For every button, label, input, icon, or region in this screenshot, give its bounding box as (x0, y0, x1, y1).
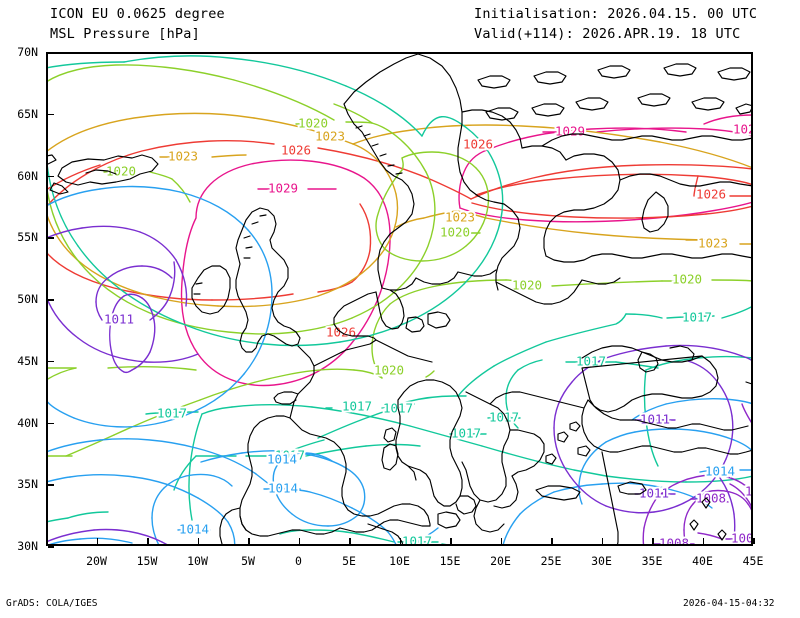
lon-tick-mark (450, 538, 452, 544)
lon-tick-mark (147, 538, 149, 544)
initialisation-label: Initialisation: 2026.04.15. 00 UTC (474, 6, 758, 22)
contour-label-1008: 1008 (731, 531, 753, 546)
contour-label-1020: 1020 (374, 363, 404, 378)
contour-label-1017: 1017 (157, 406, 187, 421)
contour-label-1029: 1029 (733, 122, 753, 137)
lat-tick-mark (48, 52, 54, 54)
lon-tick-label-40E: 40E (692, 554, 713, 568)
lat-tick-mark (48, 484, 54, 486)
contour-value-labels: 1020102010231023102610291029102910261026… (102, 114, 753, 547)
lon-tick-mark (652, 538, 654, 544)
lon-tick-mark (349, 538, 351, 544)
lon-tick-label-35E: 35E (641, 554, 663, 568)
lon-tick-mark (96, 538, 98, 544)
contour-1026 (46, 140, 753, 301)
contour-label-1026: 1026 (281, 143, 311, 158)
field-title: MSL Pressure [hPa] (50, 26, 200, 42)
contour-label-1014: 1014 (705, 464, 735, 479)
lat-tick-mark (48, 113, 54, 116)
lon-tick-label-5W: 5W (241, 554, 255, 568)
lon-tick-mark (248, 538, 250, 544)
lat-tick-mark (48, 299, 54, 301)
contour-label-1014: 1014 (267, 452, 297, 467)
lon-tick-mark (551, 538, 553, 544)
contour-label-1026: 1026 (463, 137, 493, 152)
lon-tick-mark (753, 538, 755, 544)
lon-tick-mark (500, 538, 502, 544)
contour-label-1017: 1017 (402, 534, 432, 547)
contour-label-1008: 1008 (659, 536, 689, 547)
lon-tick-label-5E: 5E (342, 554, 356, 568)
lon-tick-mark (702, 538, 704, 544)
model-title: ICON EU 0.0625 degree (50, 6, 225, 22)
pressure-contour-lines: 1020102010231023102610291029102910261026… (46, 55, 753, 547)
contour-1011 (46, 225, 753, 546)
contour-label-1017: 1017 (275, 448, 305, 463)
contour-label-1017: 1017 (682, 310, 712, 325)
lat-tick-label-35N: 35N (17, 477, 38, 492)
contour-plot-area: 1020102010231023102610291029102910261026… (46, 52, 753, 546)
contour-1020 (46, 64, 753, 457)
lat-tick-mark (48, 422, 54, 424)
contour-label-1017: 1017 (489, 410, 519, 425)
lat-tick-mark (48, 546, 54, 548)
contour-label-1020: 1020 (672, 272, 702, 287)
lon-tick-label-10W: 10W (187, 554, 208, 568)
contour-label-1017: 1017 (451, 426, 481, 441)
lat-tick-label-40N: 40N (17, 415, 38, 430)
lon-tick-label-25E: 25E (540, 554, 562, 568)
contour-label-1020: 1020 (512, 278, 542, 293)
lon-tick-mark (399, 538, 401, 544)
coastline-layer (46, 53, 753, 546)
lon-tick-mark (298, 538, 300, 544)
lon-tick-label-30E: 30E (591, 554, 612, 568)
contour-label-1023: 1023 (168, 149, 198, 164)
contour-label-1017: 1017 (342, 399, 372, 414)
contour-label-1014: 1014 (179, 522, 209, 537)
contour-label-1008: 1008 (745, 484, 753, 499)
lon-tick-mark (601, 538, 603, 544)
lat-tick-label-55N: 55N (17, 230, 38, 245)
lat-tick-label-70N: 70N (17, 45, 38, 59)
lon-tick-mark (197, 538, 199, 544)
lat-tick-label-45N: 45N (17, 353, 38, 368)
lon-tick-label-20W: 20W (86, 554, 107, 568)
contour-label-1020: 1020 (298, 116, 328, 131)
lat-tick-label-65N: 65N (17, 106, 38, 121)
lat-tick-mark (48, 175, 54, 177)
valid-time-label: Valid(+114): 2026.APR.19. 18 UTC (474, 26, 741, 42)
timestamp-label: 2026-04-15-04:32 (683, 598, 775, 609)
lon-tick-label-15E: 15E (439, 554, 461, 568)
plot-frame (46, 52, 753, 546)
lon-tick-label-45E: 45E (742, 554, 764, 568)
contour-label-1023: 1023 (698, 236, 728, 251)
lat-tick-mark (48, 237, 54, 239)
lon-tick-label-10E: 10E (389, 554, 410, 568)
lon-tick-label-15W: 15W (136, 554, 158, 568)
contour-label-1020: 1020 (440, 225, 470, 240)
contour-label-1020: 1020 (106, 164, 136, 179)
lat-tick-mark (48, 360, 54, 363)
credit-label: GrADS: COLA/IGES (6, 598, 98, 609)
lon-tick-label-20E: 20E (490, 554, 511, 568)
contour-label-1023: 1023 (445, 210, 475, 225)
contour-label-1014: 1014 (268, 481, 298, 496)
lat-tick-label-60N: 60N (17, 168, 38, 183)
contour-label-1026: 1026 (696, 187, 726, 202)
lat-tick-label-50N: 50N (17, 292, 38, 306)
contour-label-1029: 1029 (268, 181, 298, 196)
contour-label-1023: 1023 (315, 129, 345, 144)
lon-tick-label-0: 0 (295, 554, 302, 568)
contour-label-1011: 1011 (104, 312, 134, 327)
lat-tick-label-30N: 30N (17, 539, 38, 553)
